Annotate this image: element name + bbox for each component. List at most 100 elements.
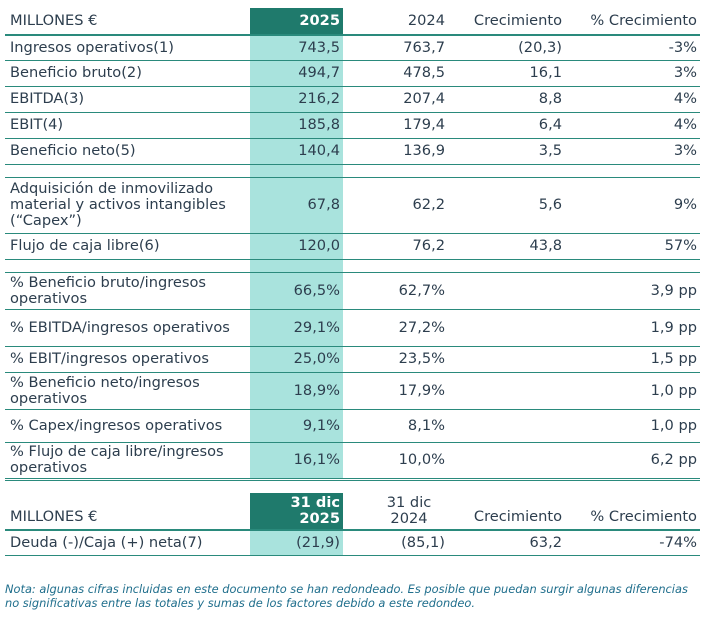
value-2025: 216,2	[250, 86, 343, 113]
value-2024: 478,5	[343, 60, 448, 87]
table-row: Adquisición de inmovilizado material y a…	[5, 177, 700, 234]
header-pct-growth: % Crecimiento	[565, 492, 700, 531]
value-pct-growth: 3%	[565, 60, 700, 87]
table-row: Deuda (-)/Caja (+) neta(7) (21,9) (85,1)…	[5, 529, 700, 556]
row-label: % EBITDA/ingresos operativos	[5, 309, 250, 347]
table-row: EBIT(4) 185,8 179,4 6,4 4%	[5, 112, 700, 139]
row-label: EBIT(4)	[5, 112, 250, 139]
value-2025: 25,0%	[250, 346, 343, 373]
value-pct-growth: -74%	[565, 529, 700, 556]
table-header-row: MILLONES € 31 dic 2025 31 dic 2024 Creci…	[5, 492, 700, 531]
header-pct-growth: % Crecimiento	[565, 8, 700, 36]
value-2025: 29,1%	[250, 309, 343, 347]
value-2025: 66,5%	[250, 272, 343, 310]
value-2025: 185,8	[250, 112, 343, 139]
row-label: % EBIT/ingresos operativos	[5, 346, 250, 373]
value-growth-empty	[448, 272, 565, 310]
value-growth: 16,1	[448, 60, 565, 87]
table-row: % Flujo de caja libre/ingresos operativo…	[5, 442, 700, 481]
value-pct-growth: 1,0 pp	[565, 409, 700, 443]
row-label: Deuda (-)/Caja (+) neta(7)	[5, 529, 250, 556]
header-2025-line1: 31 dic	[290, 493, 341, 511]
row-label: % Flujo de caja libre/ingresos operativo…	[5, 442, 250, 481]
row-separator	[5, 164, 700, 178]
value-2024: 179,4	[343, 112, 448, 139]
value-growth-empty	[448, 409, 565, 443]
value-pct-growth: 4%	[565, 86, 700, 113]
value-2025: 67,8	[250, 177, 343, 234]
table-row: Beneficio bruto(2) 494,7 478,5 16,1 3%	[5, 60, 700, 87]
financial-summary: MILLONES € 2025 2024 Crecimiento % Creci…	[5, 8, 700, 556]
value-2024: 763,7	[343, 35, 448, 61]
header-2024: 31 dic 2024	[343, 492, 448, 531]
row-label: Beneficio neto(5)	[5, 138, 250, 165]
row-label: EBITDA(3)	[5, 86, 250, 113]
value-2024: 136,9	[343, 138, 448, 165]
value-2024: 62,7%	[343, 272, 448, 310]
value-2024: 76,2	[343, 233, 448, 260]
table-row: Flujo de caja libre(6) 120,0 76,2 43,8 5…	[5, 233, 700, 260]
value-growth-empty	[448, 372, 565, 410]
row-label: Beneficio bruto(2)	[5, 60, 250, 87]
header-2025: 2025	[250, 8, 343, 36]
value-growth: (20,3)	[448, 35, 565, 61]
footnote: Nota: algunas cifras incluidas en este d…	[5, 582, 688, 610]
value-pct-growth: 9%	[565, 177, 700, 234]
table-row: % EBIT/ingresos operativos 25,0% 23,5% 1…	[5, 346, 700, 373]
value-pct-growth: 1,0 pp	[565, 372, 700, 410]
table-header-row: MILLONES € 2025 2024 Crecimiento % Creci…	[5, 8, 700, 36]
value-pct-growth: 1,9 pp	[565, 309, 700, 347]
value-pct-growth: -3%	[565, 35, 700, 61]
header-growth: Crecimiento	[448, 8, 565, 36]
value-growth-empty	[448, 442, 565, 481]
header-2024: 2024	[343, 8, 448, 36]
row-label: Ingresos operativos(1)	[5, 35, 250, 61]
value-2025: 9,1%	[250, 409, 343, 443]
row-label: Flujo de caja libre(6)	[5, 233, 250, 260]
value-pct-growth: 57%	[565, 233, 700, 260]
table-row: % Beneficio neto/ingresos operativos 18,…	[5, 372, 700, 410]
value-growth: 3,5	[448, 138, 565, 165]
table-row: EBITDA(3) 216,2 207,4 8,8 4%	[5, 86, 700, 113]
row-label: Adquisición de inmovilizado material y a…	[5, 177, 250, 234]
header-2025: 31 dic 2025	[250, 492, 343, 531]
value-pct-growth: 1,5 pp	[565, 346, 700, 373]
value-2024: 62,2	[343, 177, 448, 234]
value-2024: (85,1)	[343, 529, 448, 556]
header-units: MILLONES €	[5, 8, 250, 36]
value-2025: (21,9)	[250, 529, 343, 556]
value-2025: 120,0	[250, 233, 343, 260]
value-growth: 6,4	[448, 112, 565, 139]
header-2025-line2: 2025	[299, 509, 340, 527]
table-row: Beneficio neto(5) 140,4 136,9 3,5 3%	[5, 138, 700, 165]
value-2024: 23,5%	[343, 346, 448, 373]
value-2025: 494,7	[250, 60, 343, 87]
value-2025: 140,4	[250, 138, 343, 165]
value-2025: 18,9%	[250, 372, 343, 410]
header-units: MILLONES €	[5, 492, 250, 531]
value-pct-growth: 4%	[565, 112, 700, 139]
row-separator	[5, 259, 700, 273]
row-label: % Beneficio bruto/ingresos operativos	[5, 272, 250, 310]
value-pct-growth: 3%	[565, 138, 700, 165]
value-growth: 8,8	[448, 86, 565, 113]
table-row: % Capex/ingresos operativos 9,1% 8,1% 1,…	[5, 409, 700, 443]
value-growth: 5,6	[448, 177, 565, 234]
value-growth: 43,8	[448, 233, 565, 260]
header-growth: Crecimiento	[448, 492, 565, 531]
row-label: % Capex/ingresos operativos	[5, 409, 250, 443]
value-2024: 8,1%	[343, 409, 448, 443]
value-2024: 207,4	[343, 86, 448, 113]
value-pct-growth: 6,2 pp	[565, 442, 700, 481]
header-2024-line1: 31 dic	[386, 493, 432, 511]
row-label: % Beneficio neto/ingresos operativos	[5, 372, 250, 410]
table-row: % Beneficio bruto/ingresos operativos 66…	[5, 272, 700, 310]
value-2024: 10,0%	[343, 442, 448, 481]
value-growth-empty	[448, 309, 565, 347]
value-growth-empty	[448, 346, 565, 373]
results-table: MILLONES € 2025 2024 Crecimiento % Creci…	[5, 8, 700, 481]
header-2024-line2: 2024	[390, 509, 428, 527]
table-row: % EBITDA/ingresos operativos 29,1% 27,2%…	[5, 309, 700, 347]
table-row: Ingresos operativos(1) 743,5 763,7 (20,3…	[5, 35, 700, 61]
value-growth: 63,2	[448, 529, 565, 556]
